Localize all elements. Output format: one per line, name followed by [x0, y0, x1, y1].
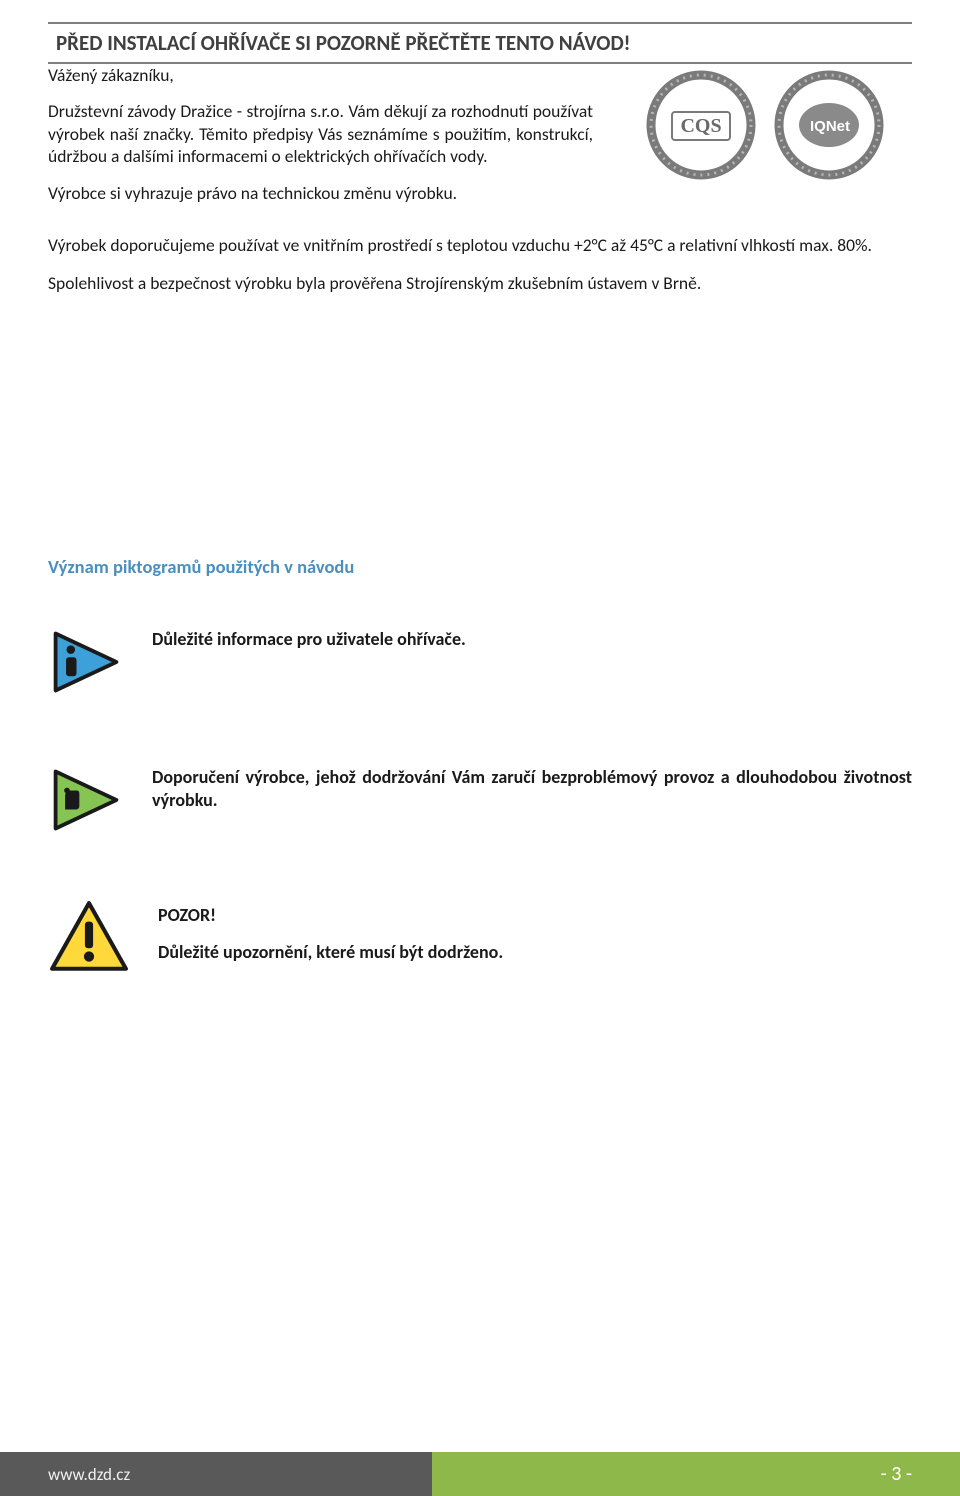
intro-paragraph-2: Výrobce si vyhrazuje právo na technickou…	[48, 182, 593, 204]
info-triangle-icon	[48, 624, 124, 700]
footer-page-number: - 3 -	[432, 1452, 960, 1496]
pictogram-warn-title: POZOR!	[158, 904, 216, 926]
pictogram-info-row: Důležité informace pro uživatele ohřívač…	[48, 624, 912, 700]
header-banner-text: PŘED INSTALACÍ OHŘÍVAČE SI POZORNĚ PŘEČT…	[56, 30, 631, 56]
pictogram-warn-text: POZOR! Důležité upozornění, které musí b…	[158, 900, 912, 965]
body-paragraph-2: Spolehlivost a bezpečnost výrobku byla p…	[48, 272, 912, 294]
pictogram-heading: Význam piktogramů použitých v návodu	[48, 555, 912, 578]
svg-text:IQNet: IQNet	[809, 118, 849, 135]
pictogram-info-text: Důležité informace pro uživatele ohřívač…	[152, 624, 912, 651]
warning-triangle-icon	[48, 900, 130, 976]
intro-paragraph-1: Družstevní závody Dražice - strojírna s.…	[48, 100, 593, 167]
body-text: Výrobek doporučujeme používat ve vnitřní…	[48, 234, 912, 295]
greeting: Vážený zákazníku,	[48, 64, 593, 86]
pictogram-recommend-row: Doporučení výrobce, jehož dodržování Vám…	[48, 762, 912, 838]
iqnet-logo-icon: IQNet	[774, 70, 884, 180]
body-paragraph-1: Výrobek doporučujeme používat ve vnitřní…	[48, 234, 912, 256]
header-banner: PŘED INSTALACÍ OHŘÍVAČE SI POZORNĚ PŘEČT…	[48, 22, 912, 64]
intro-section: Vážený zákazníku, Družstevní závody Draž…	[48, 64, 912, 218]
page-footer: www.dzd.cz - 3 -	[0, 1452, 960, 1496]
pictogram-warn-subtext: Důležité upozornění, které musí být dodr…	[158, 941, 912, 964]
certification-logos: CQS IQNet	[617, 64, 912, 218]
pictogram-warn-row: POZOR! Důležité upozornění, které musí b…	[48, 900, 912, 976]
footer-url: www.dzd.cz	[0, 1452, 432, 1496]
recommend-triangle-icon	[48, 762, 124, 838]
cqs-logo-icon: CQS	[646, 70, 756, 180]
pictogram-recommend-text: Doporučení výrobce, jehož dodržování Vám…	[152, 762, 912, 813]
svg-text:CQS: CQS	[680, 115, 721, 137]
intro-text: Vážený zákazníku, Družstevní závody Draž…	[48, 64, 593, 218]
